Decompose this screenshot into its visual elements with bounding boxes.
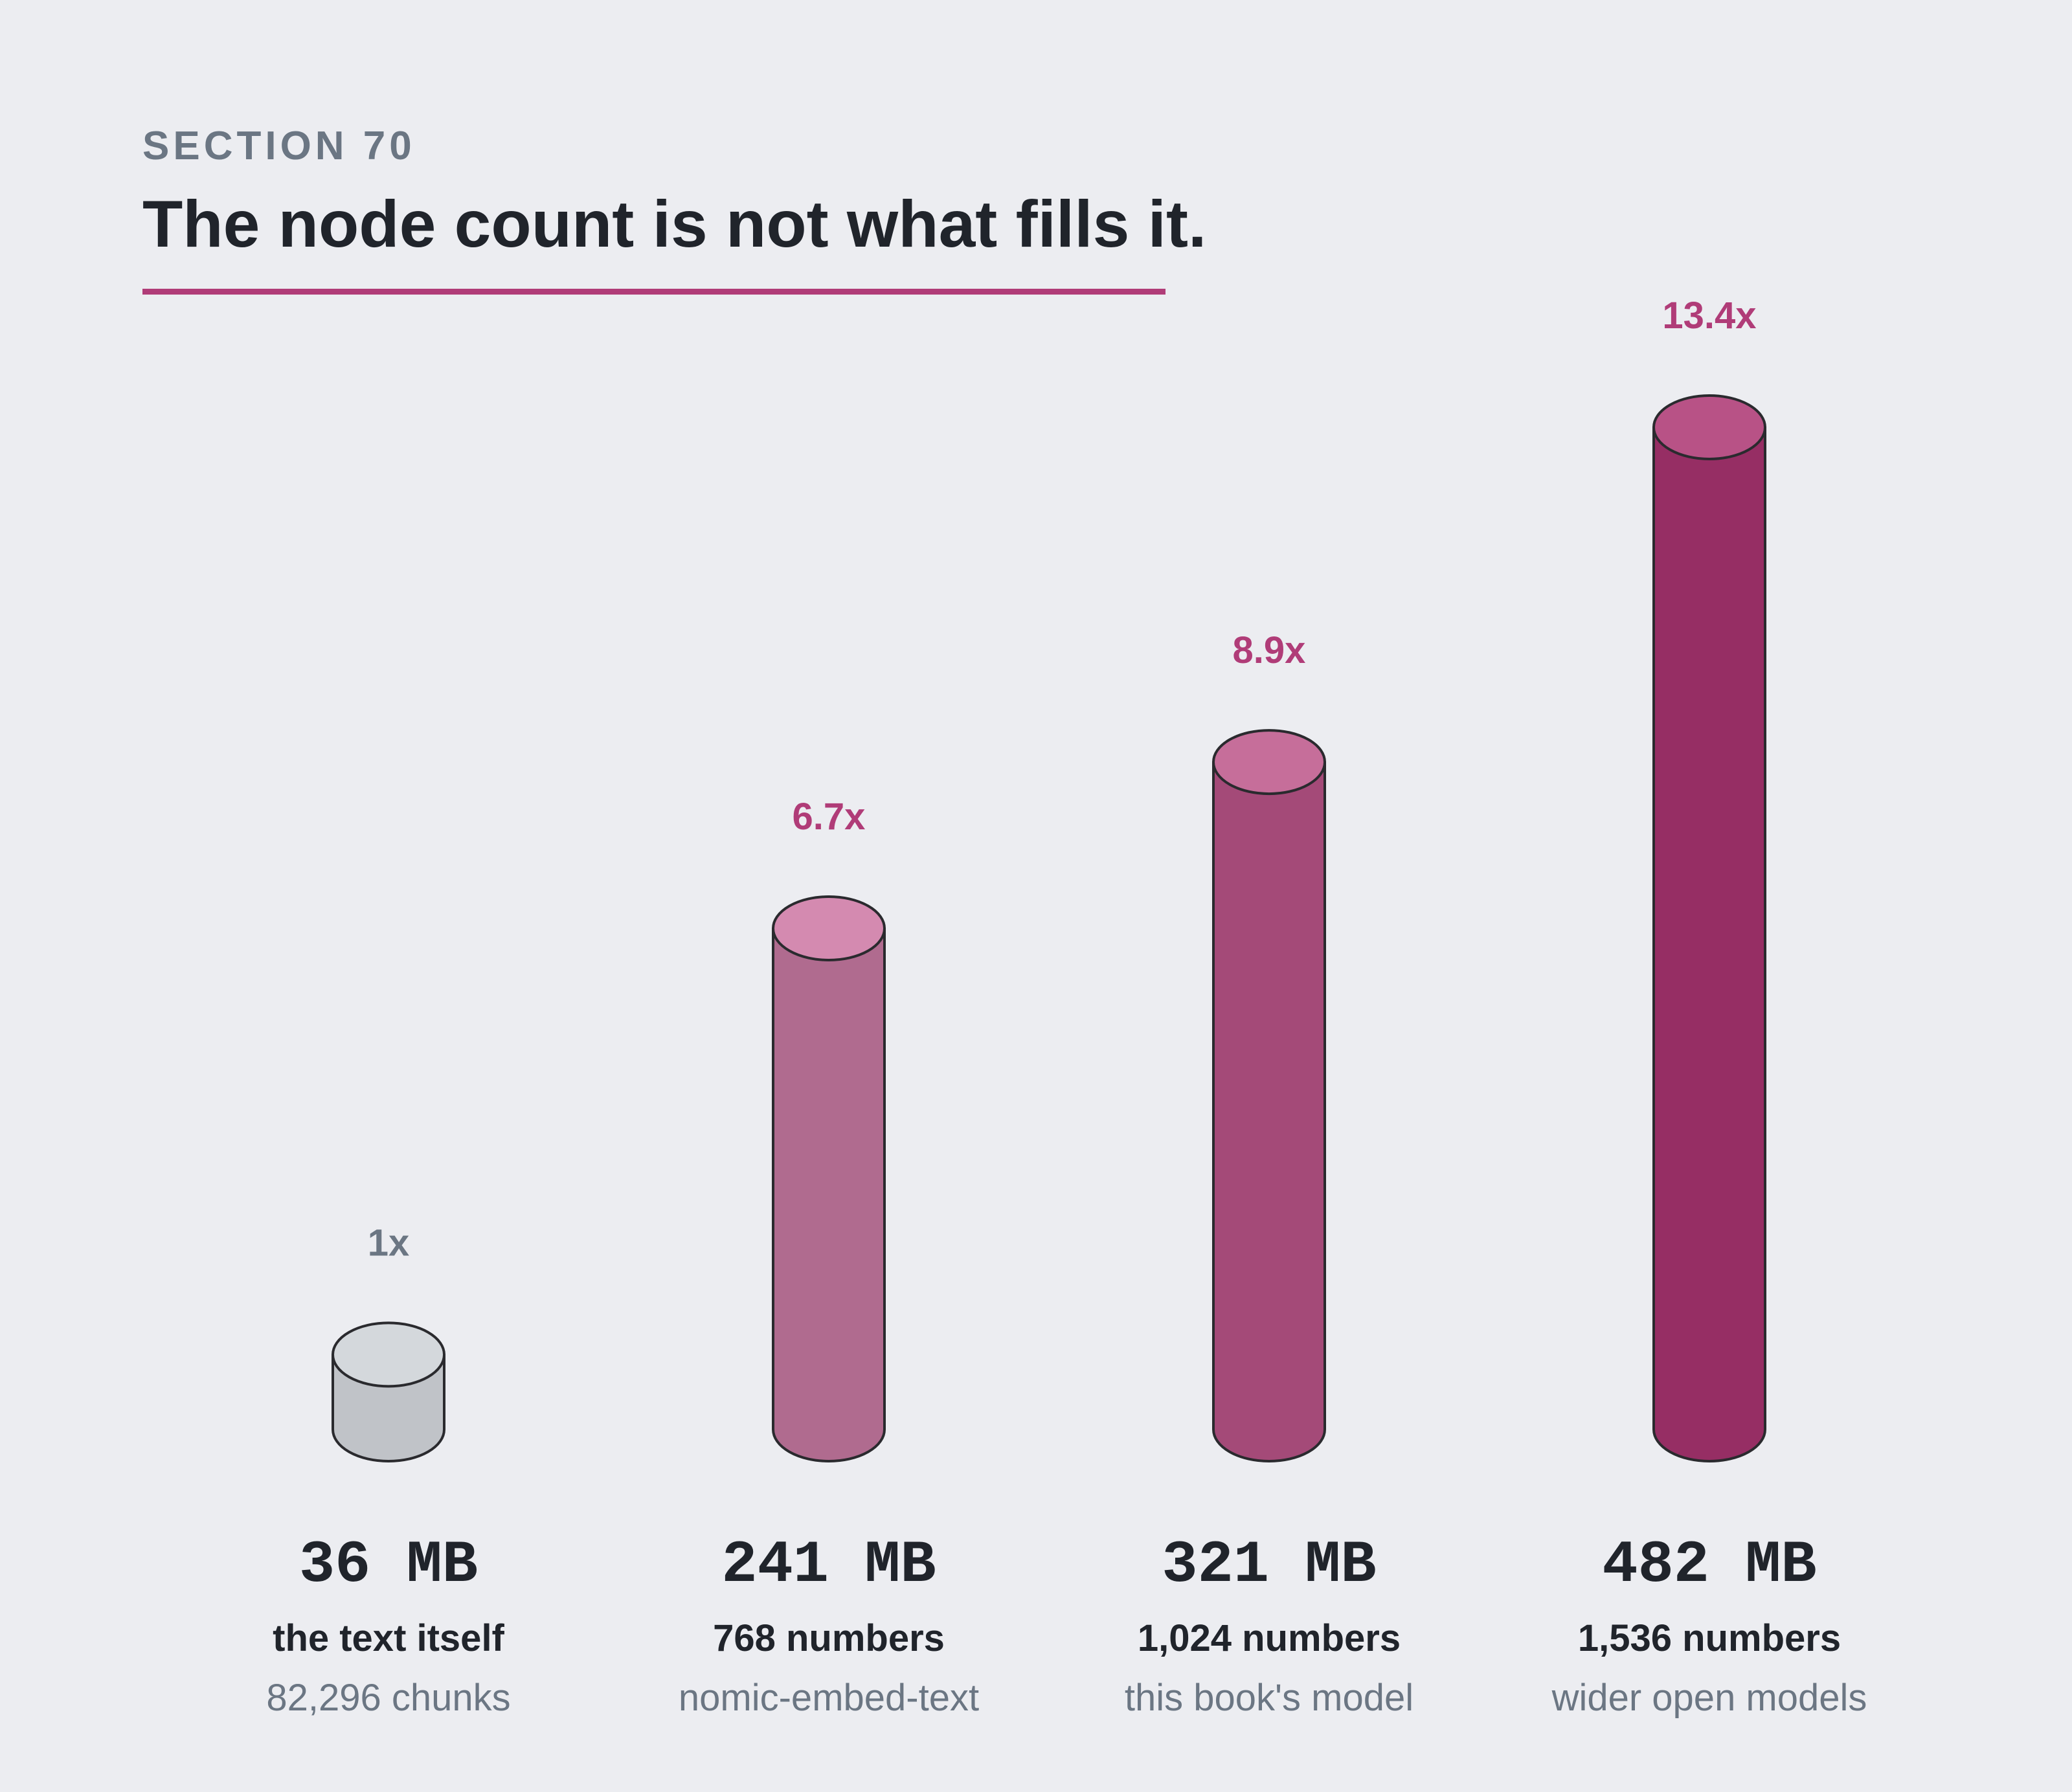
section-label: SECTION 70: [142, 124, 416, 168]
multiplier-label: 6.7x: [793, 796, 866, 838]
bar-description: 768 numbers: [713, 1617, 945, 1659]
bar-body: [1652, 426, 1766, 1462]
bar-top: [772, 895, 886, 961]
page-title: The node count is not what fills it.: [142, 187, 1207, 261]
multiplier-label: 8.9x: [1233, 629, 1306, 671]
size-label: 36 MB: [299, 1531, 478, 1599]
bar-top: [332, 1321, 445, 1388]
size-label: 482 MB: [1602, 1531, 1816, 1599]
size-label: 321 MB: [1162, 1531, 1376, 1599]
multiplier-label: 13.4x: [1662, 295, 1756, 337]
bar-top: [1652, 394, 1766, 460]
size-label: 241 MB: [721, 1531, 936, 1599]
bar-sublabel: 82,296 chunks: [266, 1677, 510, 1719]
bar-description: 1,536 numbers: [1578, 1617, 1841, 1659]
title-underline: [142, 289, 1166, 295]
bar-top: [1212, 729, 1326, 796]
bar-description: the text itself: [273, 1617, 504, 1659]
bar-sublabel: wider open models: [1551, 1677, 1867, 1719]
multiplier-label: 1x: [368, 1222, 410, 1264]
bar-body: [772, 927, 886, 1462]
bar-body: [1212, 761, 1326, 1462]
bar-sublabel: nomic-embed-text: [679, 1677, 979, 1719]
bar-sublabel: this book's model: [1125, 1677, 1413, 1719]
bar-description: 1,024 numbers: [1138, 1617, 1401, 1659]
